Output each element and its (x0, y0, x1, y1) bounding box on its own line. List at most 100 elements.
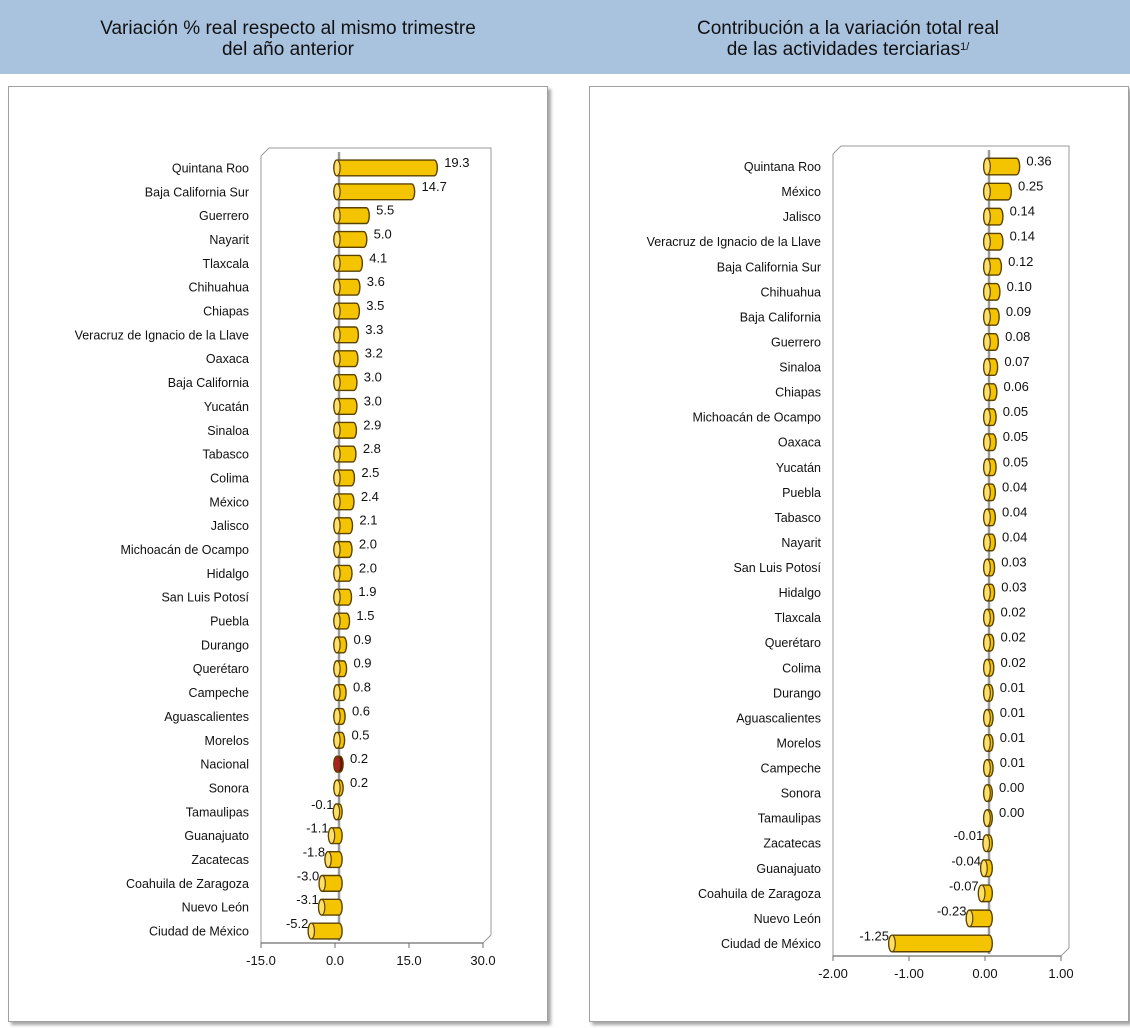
left-bar-cap (333, 421, 341, 439)
right-bar-cap (983, 282, 991, 301)
left-bar-cap (333, 612, 341, 630)
left-category-label: Jalisco (211, 519, 249, 533)
left-bar-cap (333, 183, 341, 201)
left-value-label: 5.0 (374, 226, 392, 241)
right-bar-cap (983, 433, 991, 452)
left-x-tick-label: -15.0 (246, 953, 276, 968)
left-category-label: Nacional (200, 758, 249, 772)
right-category-label: Tamaulipas (758, 812, 821, 826)
right-value-label: 0.03 (1001, 555, 1026, 570)
left-category-label: Tamaulipas (186, 805, 249, 819)
left-value-label: 0.2 (350, 751, 368, 766)
left-value-label: -1.8 (303, 845, 325, 860)
right-category-label: Morelos (777, 736, 821, 750)
left-value-label: 2.0 (359, 537, 377, 552)
right-value-label: -0.07 (949, 878, 979, 893)
left-bar-cap (333, 350, 341, 368)
left-bar-cap (333, 326, 341, 344)
right-value-label: -0.01 (954, 828, 984, 843)
left-value-label: 3.0 (364, 370, 382, 385)
right-bar-cap (983, 683, 991, 702)
right-title-line1: Contribución a la variación total real (696, 18, 1000, 39)
right-bar-cap (983, 358, 991, 376)
right-category-label: Hidalgo (779, 586, 821, 600)
left-value-label: -1.1 (306, 821, 328, 836)
right-category-label: Aguascalientes (736, 711, 821, 725)
left-bar-cap (307, 922, 316, 940)
right-category-label: Coahuila de Zaragoza (698, 887, 821, 901)
right-category-label: Zacatecas (763, 837, 821, 851)
left-value-label: 2.9 (363, 417, 381, 432)
left-category-label: San Luis Potosí (161, 591, 249, 605)
right-bar-cap (983, 658, 991, 677)
left-bar-cap (333, 397, 341, 415)
right-bar-cap (965, 909, 974, 928)
left-category-label: Michoacán de Ocampo (120, 543, 249, 557)
left-value-label: 14.7 (422, 179, 447, 194)
left-plot-frame (260, 147, 492, 935)
right-category-label: Veracruz de Ignacio de la Llave (647, 235, 821, 249)
left-category-label: Guanajuato (184, 829, 249, 843)
left-value-label: -5.2 (286, 916, 308, 931)
right-value-label: 0.00 (999, 805, 1024, 820)
right-bar-cap (977, 884, 986, 903)
right-bar-cap (983, 759, 991, 777)
right-category-label: Nuevo León (754, 912, 821, 926)
right-value-label: 0.08 (1005, 329, 1030, 344)
right-category-label: Michoacán de Ocampo (692, 411, 821, 425)
right-bar-cap (983, 333, 991, 351)
left-category-label: Chiapas (203, 305, 249, 319)
left-category-label: Morelos (205, 734, 249, 748)
left-floor-edge (482, 934, 492, 944)
right-value-label: 0.25 (1018, 179, 1043, 194)
right-category-label: Puebla (782, 486, 821, 500)
right-bar-cap (983, 734, 991, 752)
left-bar-cap (333, 469, 341, 487)
left-bar (333, 183, 416, 201)
right-value-label: 0.12 (1008, 254, 1033, 269)
right-title-line2-text: de las actividades terciarias (726, 39, 961, 60)
left-category-label: Aguascalientes (164, 710, 249, 724)
right-bar-cap (983, 608, 991, 627)
left-x-tick-label: 30.0 (470, 953, 495, 968)
left-category-label: Guerrero (199, 209, 249, 223)
left-value-label: 2.1 (359, 513, 377, 528)
left-category-label: Sinaloa (207, 424, 249, 438)
right-value-label: 0.01 (1000, 730, 1025, 745)
header-band (0, 0, 1130, 74)
left-value-label: 5.5 (376, 203, 394, 218)
right-value-label: 0.05 (1003, 429, 1028, 444)
left-category-label: Veracruz de Ignacio de la Llave (75, 328, 249, 342)
right-category-label: México (781, 185, 821, 199)
left-category-label: Ciudad de México (149, 925, 249, 939)
right-value-label: 0.04 (1002, 479, 1027, 494)
left-bar-cap (333, 564, 341, 582)
right-category-label: Sonora (781, 787, 821, 801)
left-bar-cap (333, 541, 341, 558)
right-category-label: Colima (782, 661, 821, 675)
right-value-label: 0.06 (1004, 379, 1029, 394)
right-bar-cap (983, 508, 991, 527)
right-category-label: Yucatán (776, 461, 821, 475)
right-value-label: 0.02 (1001, 655, 1026, 670)
right-x-tick-label: -2.00 (818, 966, 848, 981)
right-bar-cap (983, 809, 991, 828)
right-value-label: 0.07 (1004, 354, 1029, 369)
right-x-tick-label: -1.00 (894, 966, 924, 981)
right-category-label: Campeche (761, 762, 821, 776)
left-bar-cap (332, 803, 341, 821)
left-value-label: 0.9 (353, 656, 371, 671)
left-category-label: Campeche (189, 686, 249, 700)
footnote-marker: 1/ (960, 41, 970, 53)
right-value-label: 0.01 (1000, 705, 1025, 720)
left-category-label: Tlaxcala (202, 257, 249, 271)
right-category-label: Jalisco (783, 210, 821, 224)
left-bar-cap (327, 827, 336, 845)
left-bar-cap (333, 517, 341, 535)
left-title-line1: Variación % real respecto al mismo trime… (100, 18, 476, 39)
right-bar-cap (983, 483, 991, 502)
left-category-label: Durango (201, 638, 249, 652)
left-value-label: 2.5 (361, 465, 379, 480)
right-bar-cap (888, 934, 896, 953)
left-bar-cap (333, 588, 341, 606)
